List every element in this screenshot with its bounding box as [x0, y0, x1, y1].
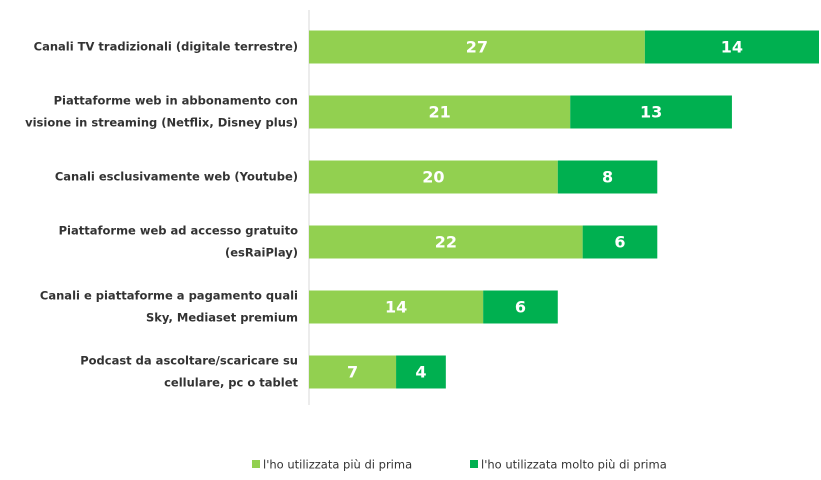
bar-segment — [309, 225, 583, 259]
category-label: Canali esclusivamente web (Youtube) — [55, 170, 298, 184]
legend-swatch — [470, 460, 478, 468]
category-label: visione in streaming (Netflix, Disney pl… — [25, 116, 298, 130]
category-label: Piattaforme web in abbonamento con — [54, 94, 298, 108]
legend-label: l'ho utilizzata più di prima — [263, 458, 412, 472]
value-label: 4 — [415, 363, 426, 382]
category-label: cellulare, pc o tablet — [164, 376, 298, 390]
bar-segment — [582, 225, 658, 259]
category-label: (esRaiPlay) — [225, 246, 298, 260]
value-label: 7 — [347, 363, 358, 382]
value-label: 14 — [721, 38, 743, 57]
bar-segment — [483, 290, 558, 324]
value-label: 6 — [614, 233, 625, 252]
value-label: 22 — [435, 233, 457, 252]
bar-segment — [309, 355, 397, 389]
value-label: 20 — [422, 168, 444, 187]
category-label: Canali e piattaforme a pagamento quali — [40, 289, 298, 303]
bar-segment — [557, 160, 658, 194]
value-label: 8 — [602, 168, 613, 187]
bar-segment — [309, 95, 571, 129]
category-label: Canali TV tradizionali (digitale terrest… — [34, 40, 298, 54]
value-label: 27 — [466, 38, 488, 57]
category-label: Piattaforme web ad accesso gratuito — [59, 224, 298, 238]
legend-swatch — [252, 460, 260, 468]
bar-segment — [396, 355, 446, 389]
bar-segment — [644, 30, 819, 64]
category-label: Sky, Mediaset premium — [146, 311, 298, 325]
category-label: Podcast da ascoltare/scaricare su — [80, 354, 298, 368]
value-label: 6 — [515, 298, 526, 317]
legend-label: l'ho utilizzata molto più di prima — [481, 458, 667, 472]
bar-segment — [309, 160, 558, 194]
bar-segment — [570, 95, 732, 129]
value-label: 13 — [640, 103, 662, 122]
value-label: 21 — [428, 103, 450, 122]
bar-segment — [309, 290, 484, 324]
value-label: 14 — [385, 298, 407, 317]
bar-segment — [309, 30, 645, 64]
